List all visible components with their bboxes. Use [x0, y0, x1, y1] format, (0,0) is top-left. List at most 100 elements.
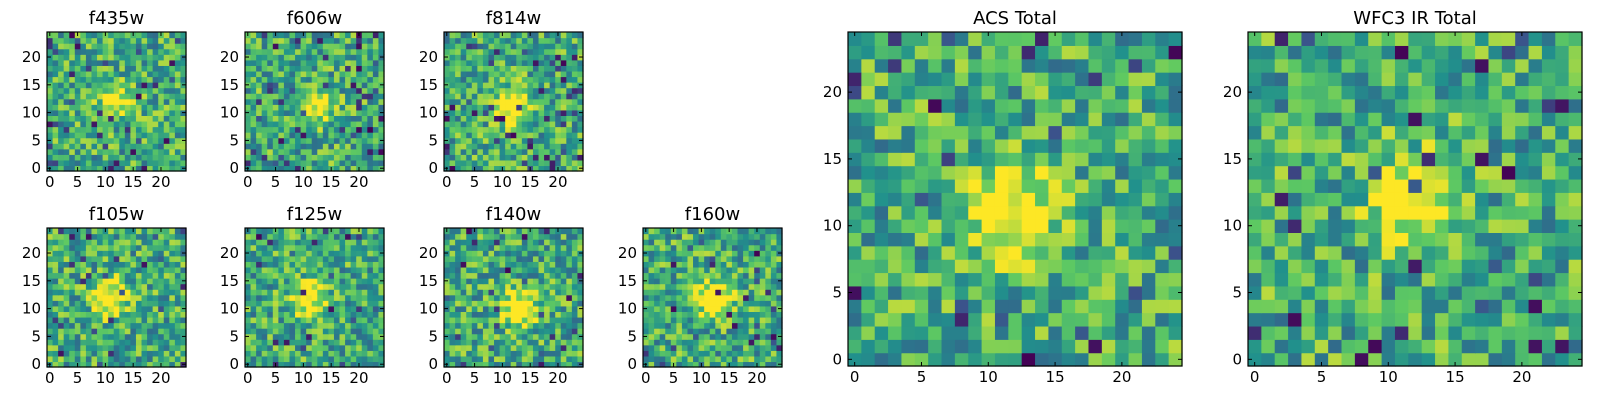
- pixel-cell: [147, 261, 154, 268]
- pixel-cell: [339, 294, 346, 301]
- pixel-cell: [770, 278, 778, 285]
- pixel-cell: [130, 48, 137, 55]
- pixel-cell: [577, 115, 584, 122]
- pixel-cell: [317, 361, 324, 368]
- pixel-cell: [1168, 299, 1183, 314]
- pixel-cell: [69, 109, 76, 116]
- pixel-cell: [914, 285, 929, 300]
- pixel-cell: [141, 244, 148, 251]
- pixel-cell: [914, 312, 929, 327]
- pixel-cell: [455, 233, 462, 240]
- pixel-cell: [97, 109, 104, 116]
- pixel-cell: [715, 344, 722, 351]
- pixel-cell: [289, 82, 296, 89]
- pixel-cell: [102, 120, 109, 128]
- pixel-cell: [372, 120, 380, 128]
- pixel-cell: [250, 333, 257, 340]
- pixel-cell: [449, 316, 456, 324]
- pixel-cell: [130, 239, 137, 246]
- pixel-cell: [300, 87, 307, 94]
- pixel-cell: [1141, 192, 1156, 207]
- pixel-cell: [102, 305, 109, 312]
- pixel-cell: [58, 250, 65, 257]
- pixel-cell: [63, 148, 70, 155]
- pixel-cell: [367, 32, 374, 39]
- pixel-cell: [516, 48, 523, 55]
- pixel-cell: [372, 115, 380, 122]
- pixel-cell: [704, 255, 711, 262]
- pixel-cell: [776, 266, 783, 274]
- pixel-cell: [471, 339, 478, 346]
- pixel-cell: [152, 294, 159, 301]
- pixel-cell: [659, 250, 666, 257]
- pixel-cell: [521, 132, 528, 139]
- pixel-cell: [770, 333, 778, 340]
- pixel-cell: [69, 333, 76, 340]
- pixel-cell: [311, 165, 318, 172]
- pixel-cell: [339, 104, 346, 111]
- pixel-cell: [494, 294, 501, 301]
- pixel-cell: [289, 294, 296, 301]
- pixel-cell: [97, 233, 104, 240]
- pixel-cell: [914, 165, 929, 180]
- pixel-cell: [135, 355, 143, 363]
- pixel-cell: [571, 82, 579, 89]
- pixel-cell: [306, 283, 313, 290]
- pixel-cell: [521, 266, 528, 274]
- pixel-cell: [295, 239, 302, 246]
- pixel-cell: [245, 355, 252, 363]
- pixel-cell: [130, 278, 137, 285]
- pixel-cell: [726, 244, 733, 251]
- pixel-cell: [174, 316, 182, 324]
- pixel-cell: [709, 328, 716, 335]
- pixel-cell: [311, 228, 318, 235]
- pixel-cell: [455, 65, 462, 72]
- pixel-cell: [1128, 178, 1143, 193]
- pixel-cell: [994, 165, 1009, 180]
- pixel-cell: [147, 159, 154, 167]
- pixel-cell: [317, 37, 324, 44]
- pixel-cell: [941, 285, 956, 300]
- pixel-cell: [555, 48, 562, 55]
- pixel-cell: [538, 250, 545, 257]
- pixel-cell: [449, 333, 456, 340]
- pixel-cell: [726, 355, 733, 363]
- pixel-cell: [659, 255, 666, 262]
- pixel-cell: [505, 322, 512, 329]
- pixel-cell: [272, 333, 279, 340]
- pixel-cell: [505, 148, 512, 155]
- pixel-cell: [737, 250, 744, 257]
- pixel-cell: [681, 289, 689, 296]
- pixel-cell: [466, 350, 473, 357]
- pixel-cell: [544, 93, 551, 100]
- panel-title: ACS Total: [973, 8, 1057, 29]
- pixel-cell: [361, 355, 368, 363]
- pixel-cell: [494, 333, 501, 340]
- pixel-cell: [874, 245, 889, 260]
- pixel-cell: [250, 126, 257, 133]
- pixel-cell: [466, 283, 473, 290]
- pixel-cell: [743, 344, 750, 351]
- pixel-cell: [776, 228, 783, 235]
- pixel-cell: [968, 299, 983, 314]
- pixel-cell: [477, 283, 484, 290]
- pixel-cell: [163, 311, 170, 318]
- y-tick-label: 0: [229, 355, 239, 373]
- pixel-cell: [180, 261, 187, 268]
- pixel-cell: [726, 239, 733, 246]
- pixel-cell: [163, 154, 170, 161]
- pixel-cell: [449, 137, 456, 144]
- pixel-cell: [577, 355, 584, 363]
- pixel-cell: [124, 328, 131, 335]
- pixel-cell: [174, 300, 182, 307]
- pixel-cell: [278, 120, 285, 128]
- pixel-cell: [97, 333, 104, 340]
- pixel-cell: [119, 48, 126, 55]
- pixel-cell: [52, 120, 59, 128]
- pixel-cell: [566, 76, 573, 83]
- y-tick-label: 20: [22, 48, 41, 66]
- pixel-cell: [577, 65, 584, 72]
- pixel-cell: [300, 300, 307, 307]
- pixel-cell: [516, 87, 523, 94]
